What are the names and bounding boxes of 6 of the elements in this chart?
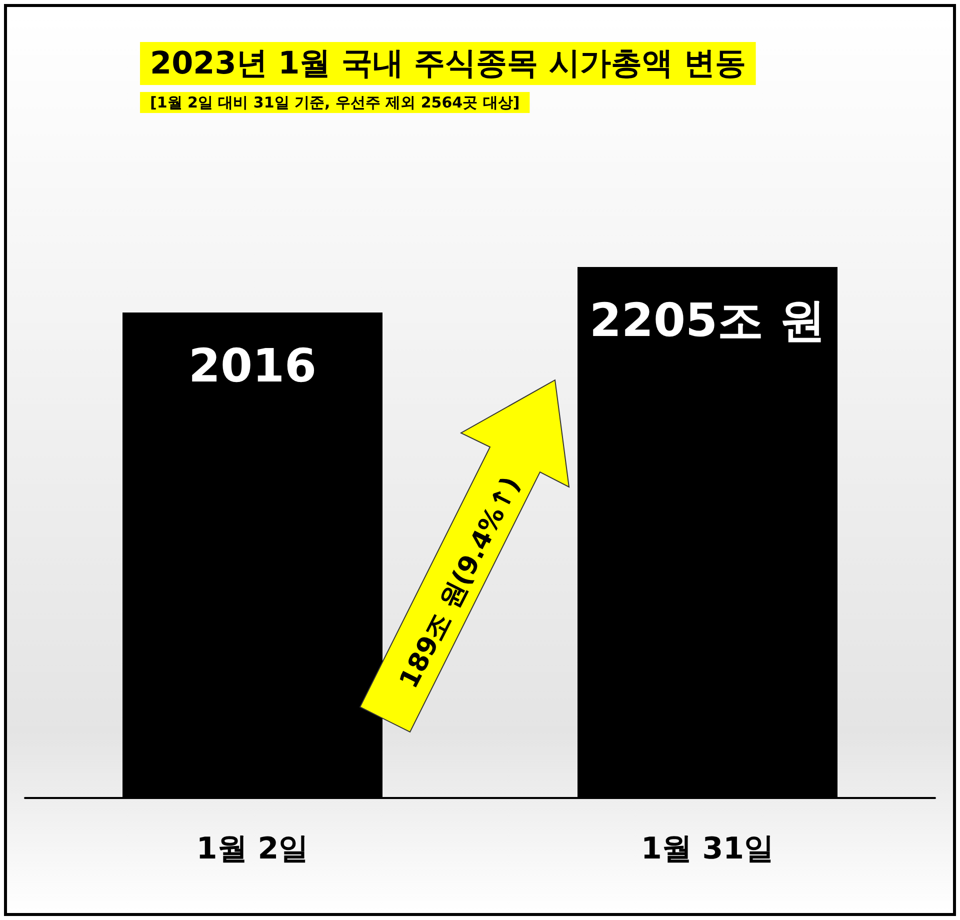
data-label: 2205조 원 xyxy=(589,293,826,348)
data-label: 2016 xyxy=(188,338,317,393)
chart-title: 2023년 1월 국내 주식종목 시가총액 변동 xyxy=(150,46,746,82)
x-tick-label: 1월 31일 xyxy=(640,832,774,866)
chart-subtitle: [1월 2일 대비 31일 기준, 우선주 제외 2564곳 대상] xyxy=(150,94,520,112)
x-tick-label: 1월 2일 xyxy=(196,832,309,866)
